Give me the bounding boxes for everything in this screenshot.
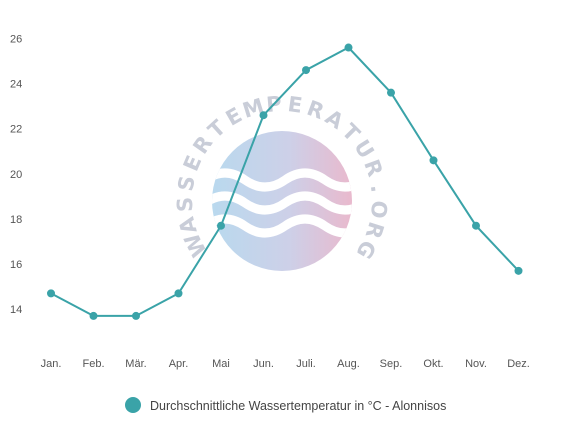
watermark-letter: . <box>366 183 391 194</box>
x-tick-label: Aug. <box>337 358 360 370</box>
x-tick-label: Dez. <box>507 358 530 370</box>
data-point[interactable] <box>472 221 480 230</box>
data-point[interactable] <box>429 156 438 165</box>
watermark-letter: R <box>361 219 389 242</box>
data-point[interactable] <box>302 66 310 75</box>
x-tick-label: Mär. <box>125 358 146 370</box>
watermark-letter: R <box>359 156 387 179</box>
watermark-letter: E <box>286 92 303 118</box>
legend-marker <box>125 397 141 413</box>
x-tick-label: Sep. <box>380 358 403 370</box>
x-tick-label: Juli. <box>296 358 316 370</box>
watermark-letter: S <box>173 174 199 193</box>
data-point[interactable] <box>514 266 523 275</box>
x-tick-label: Feb. <box>82 358 104 370</box>
y-tick-label: 20 <box>10 169 22 181</box>
watermark-letter: R <box>304 96 327 124</box>
x-tick-label: Okt. <box>423 358 443 370</box>
data-point[interactable] <box>132 311 140 320</box>
y-tick-label: 14 <box>10 304 22 316</box>
watermark-wave-3 <box>212 214 352 238</box>
watermark-letter: A <box>174 214 201 236</box>
watermark-wave-1 <box>212 168 352 192</box>
data-point[interactable] <box>387 88 395 97</box>
legend[interactable]: Durchschnittliche Wassertemperatur in °C… <box>125 397 446 413</box>
x-tick-label: Apr. <box>169 358 189 370</box>
watermark-letter: G <box>351 236 380 263</box>
y-tick-label: 16 <box>10 259 22 271</box>
y-tick-label: 18 <box>10 214 22 226</box>
watermark-letter: O <box>366 200 391 220</box>
watermark-letter: S <box>173 196 198 212</box>
data-point[interactable] <box>89 311 98 320</box>
watermark-wave-2 <box>212 191 352 215</box>
y-tick-label: 26 <box>10 34 22 46</box>
legend-label: Durchschnittliche Wassertemperatur in °C… <box>150 399 446 413</box>
data-point[interactable] <box>344 43 353 52</box>
y-tick-label: 24 <box>10 79 22 91</box>
data-point[interactable] <box>47 289 55 298</box>
x-tick-label: Nov. <box>465 358 487 370</box>
data-point[interactable] <box>217 221 225 230</box>
x-tick-label: Mai <box>212 358 230 370</box>
x-tick-label: Jun. <box>253 358 274 370</box>
data-point[interactable] <box>174 289 183 298</box>
series-line <box>50 46 520 317</box>
x-tick-label: Jan. <box>41 358 62 370</box>
data-point[interactable] <box>259 111 268 120</box>
y-tick-label: 22 <box>10 124 22 136</box>
